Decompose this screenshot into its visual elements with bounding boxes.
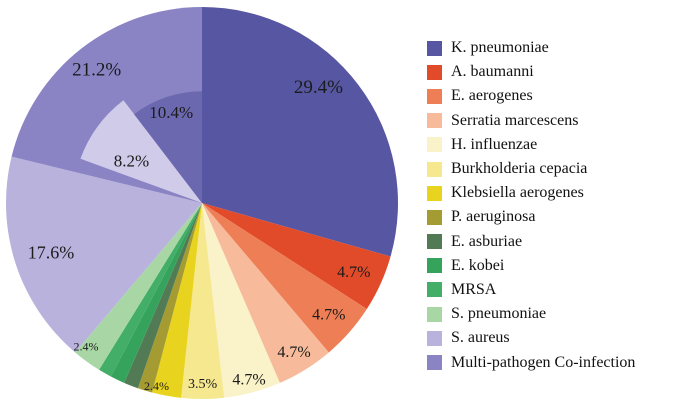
legend-swatch	[427, 40, 442, 56]
legend-item: MRSA	[427, 278, 635, 302]
pie-slice	[202, 203, 329, 383]
legend-label: H. influenzae	[451, 135, 538, 153]
pie-slice	[202, 203, 280, 398]
pie-slice	[6, 156, 203, 353]
legend-label: MRSA	[451, 280, 497, 298]
pie-slice	[202, 7, 398, 257]
pie-slice	[202, 203, 367, 353]
legend-label: E. asburiae	[451, 232, 523, 250]
legend-swatch	[427, 330, 442, 346]
legend-label: S. aureus	[451, 329, 510, 347]
pie-slice-label: 8.2%	[114, 152, 149, 171]
pie-slice	[124, 203, 202, 389]
legend-swatch	[427, 64, 442, 80]
pie-slice-label: 29.4%	[294, 77, 343, 98]
legend-swatch	[427, 88, 442, 104]
legend-label: P. aeruginosa	[451, 208, 536, 226]
inner-pie-slice	[134, 91, 202, 203]
legend-label: S. pneumoniae	[451, 305, 547, 323]
pie-slice	[152, 203, 202, 398]
pie-slice	[137, 203, 202, 393]
pie-slice	[181, 203, 225, 399]
legend-item: K. pneumoniae	[427, 36, 635, 60]
legend-swatch	[427, 234, 442, 250]
legend-label: E. kobei	[451, 256, 505, 274]
pie-slice	[110, 203, 202, 383]
legend-item: Serratia marcescens	[427, 109, 635, 133]
pie-slice-label: 2.4%	[74, 339, 99, 353]
pie-slice-label: 17.6%	[28, 242, 75, 262]
legend-swatch	[427, 355, 442, 371]
legend: K. pneumoniae A. baumanni E. aerogenes Serr…	[427, 36, 635, 375]
pie-slice-label: 3.5%	[188, 377, 218, 392]
legend-item: Burkholderia cepacia	[427, 157, 635, 181]
inner-pie-slice	[80, 100, 202, 203]
legend-label: A. baumanni	[451, 63, 534, 81]
legend-item: E. aerogenes	[427, 84, 635, 108]
legend-label: Multi-pathogen Co-infection	[451, 353, 636, 371]
legend-item: E. asburiae	[427, 230, 635, 254]
legend-item: A. baumanni	[427, 60, 635, 84]
legend-item: H. influenzae	[427, 133, 635, 157]
pie-slice-label: 2.4%	[144, 379, 169, 393]
legend-swatch	[427, 282, 442, 298]
pie-slice	[75, 203, 202, 370]
legend-item: E. kobei	[427, 254, 635, 278]
legend-swatch	[427, 185, 442, 201]
pie-slice-label: 4.7%	[312, 307, 345, 324]
pie-slice	[99, 203, 202, 377]
legend-swatch	[427, 306, 442, 322]
legend-swatch	[427, 209, 442, 225]
legend-label: Burkholderia cepacia	[451, 160, 588, 178]
legend-swatch	[427, 161, 442, 177]
legend-swatch	[427, 137, 442, 153]
legend-item: S. pneumoniae	[427, 302, 635, 326]
legend-label: Serratia marcescens	[451, 111, 579, 129]
pie-slice-label: 21.2%	[72, 60, 121, 81]
pie-slice-label: 10.4%	[149, 103, 193, 122]
pie-slice-label: 4.7%	[232, 372, 265, 389]
legend-item: P. aeruginosa	[427, 205, 635, 229]
legend-item: Multi-pathogen Co-infection	[427, 350, 635, 374]
legend-swatch	[427, 113, 442, 129]
legend-swatch	[427, 258, 442, 274]
legend-label: K. pneumoniae	[451, 39, 549, 57]
legend-label: Klebsiella aerogenes	[451, 184, 584, 202]
legend-label: E. aerogenes	[451, 87, 533, 105]
pie-slice-label: 4.7%	[277, 344, 310, 361]
pie-slice-label: 4.7%	[337, 264, 370, 281]
legend-item: S. aureus	[427, 326, 635, 350]
pie-slice	[202, 203, 391, 310]
legend-item: Klebsiella aerogenes	[427, 181, 635, 205]
